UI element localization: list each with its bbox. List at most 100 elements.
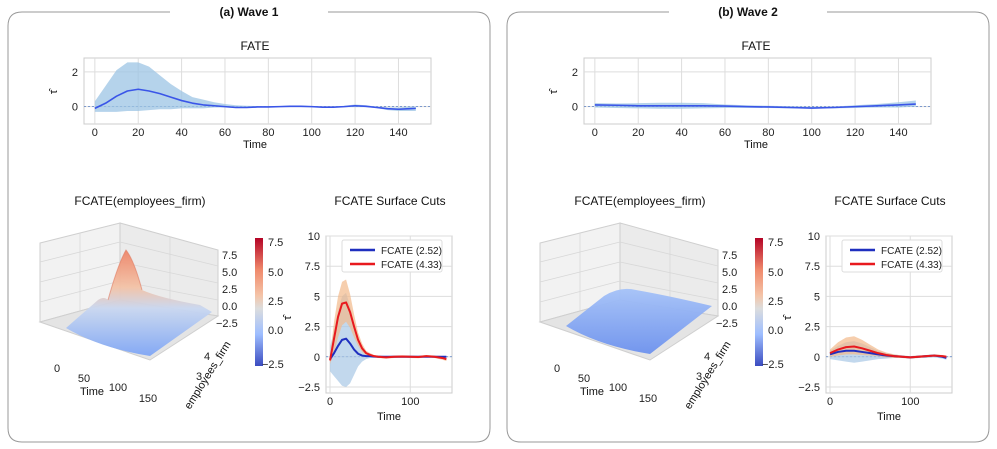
x-tick-label: 60 [719, 127, 731, 139]
x-tick-label: 0 [592, 127, 598, 139]
tick-label: 0.0 [268, 325, 283, 337]
y-tick-label: 10 [308, 231, 320, 243]
colorbar-ticks: 7.5 5.0 2.5 0.0 −2.5 [762, 237, 784, 371]
tick-labels: 0 20 40 60 80 100 120 140 0 2 [72, 67, 408, 139]
x-tick-label: 100 [901, 396, 919, 408]
x-tick-label: 60 [219, 127, 231, 139]
x-tick-label: 20 [632, 127, 644, 139]
tick-label: 5.0 [268, 267, 283, 279]
tick-label: −2.5 [716, 318, 738, 330]
x-tick-label: 120 [846, 127, 864, 139]
confidence-band-1 [94, 62, 416, 112]
panel-frame [7, 11, 491, 443]
tick-label: 2.5 [768, 296, 783, 308]
tick-label: −2.5 [762, 359, 784, 371]
series-line-2 [329, 301, 447, 361]
fcate-surface-3d: FCATE(employees_firm) 0 50 100 150 Time … [538, 194, 738, 412]
tick-label: 0.0 [722, 301, 737, 313]
y-tick-label: 7.5 [305, 261, 320, 273]
3d-gridlines [39, 233, 219, 311]
chart-title: FCATE(employees_firm) [574, 194, 705, 208]
chart-title: FCATE(employees_firm) [74, 194, 205, 208]
tick-label: 100 [609, 382, 627, 394]
tick-label: 50 [78, 373, 90, 385]
x-tick-label: 0 [327, 396, 333, 408]
surface [566, 288, 712, 354]
y-tick-label: −2.5 [798, 382, 820, 394]
tick-label: 2.5 [722, 284, 737, 296]
x-ticks: 0 50 100 150 [54, 363, 157, 405]
y-tick-label: 0 [572, 102, 578, 114]
y-axis-label: τ̂ [548, 88, 560, 94]
y-tick-label: 7.5 [805, 261, 820, 273]
tick-label: −2.5 [216, 318, 238, 330]
tick-label: 7.5 [722, 250, 737, 262]
x-tick-label: 100 [803, 127, 821, 139]
tick-label: 5.0 [722, 267, 737, 279]
tick-label: 0 [554, 363, 560, 375]
tick-label: 150 [139, 393, 157, 405]
tick-label: 50 [578, 373, 590, 385]
tick-label: 7.5 [222, 250, 237, 262]
series-line-2 [829, 345, 947, 359]
tick-label: 5.0 [222, 267, 237, 279]
y-ticks: 3 4 [196, 351, 210, 383]
x-tick-label: 0 [827, 396, 833, 408]
legend: FCATE (2.52) FCATE (4.33) [841, 239, 943, 273]
tick-label: 2.5 [268, 296, 283, 308]
x-axis-label: Time [243, 139, 267, 151]
x-tick-label: 40 [675, 127, 687, 139]
y-tick-label: 10 [808, 231, 820, 243]
y-tick-label: 5 [314, 291, 320, 303]
y-tick-label: 2 [572, 67, 578, 79]
colorbar: 7.5 5.0 2.5 0.0 −2.5 τ̂ [255, 237, 294, 371]
z-ticks: 7.5 5.0 2.5 0.0 −2.5 [216, 250, 238, 330]
tick-label: 100 [109, 382, 127, 394]
x-tick-label: 120 [346, 127, 364, 139]
fcate-cuts-chart: FCATE Surface Cuts 0 100 −2.5 0 2.5 5 7.5 10 FC… [798, 194, 953, 423]
tick-label: 150 [639, 393, 657, 405]
colorbar-label: τ̂ [782, 314, 794, 320]
legend-entry: FCATE (2.52) [381, 246, 442, 257]
3d-gridlines [539, 233, 719, 311]
tick-label: 3 [196, 371, 202, 383]
y-tick-label: 2.5 [305, 322, 320, 334]
tick-label: 2.5 [222, 284, 237, 296]
colorbar: 7.5 5.0 2.5 0.0 −2.5 τ̂ [755, 237, 794, 371]
x-tick-label: 140 [389, 127, 407, 139]
x-axis-label: Time [580, 386, 604, 398]
x-axis-label: Time [80, 386, 104, 398]
panel-frame [506, 11, 990, 443]
x-axis-label: Time [377, 411, 401, 423]
plot-marks [826, 336, 952, 363]
x-tick-label: 80 [762, 127, 774, 139]
x-tick-label: 100 [303, 127, 321, 139]
series-line-1 [594, 103, 916, 109]
plot-area [583, 57, 932, 125]
y-tick-label: 2.5 [805, 322, 820, 334]
tick-label: 3 [696, 371, 702, 383]
plot-marks [326, 279, 452, 387]
x-tick-label: 20 [132, 127, 144, 139]
tick-label: 4 [704, 351, 710, 363]
tick-labels: 0 100 −2.5 0 2.5 5 7.5 10 [798, 231, 919, 408]
colorbar-label: τ̂ [282, 314, 294, 320]
y-ticks: 3 4 [696, 351, 710, 383]
y-tick-label: 0 [72, 102, 78, 114]
tick-label: 7.5 [768, 237, 783, 249]
x-ticks: 0 50 100 150 [554, 363, 657, 405]
fcate-surface-3d: FCATE(employees_firm) 0 50 100 150 Time … [38, 194, 238, 412]
chart-title: FCATE Surface Cuts [334, 194, 445, 208]
x-axis-label: Time [877, 411, 901, 423]
x-tick-label: 40 [175, 127, 187, 139]
y-tick-label: 2 [72, 67, 78, 79]
plot-marks [584, 100, 931, 109]
x-tick-label: 100 [401, 396, 419, 408]
tick-labels: 0 20 40 60 80 100 120 140 0 2 [572, 67, 908, 139]
tick-label: 7.5 [268, 237, 283, 249]
y-axis-label: τ̂ [48, 88, 60, 94]
legend-entry: FCATE (4.33) [381, 260, 442, 271]
